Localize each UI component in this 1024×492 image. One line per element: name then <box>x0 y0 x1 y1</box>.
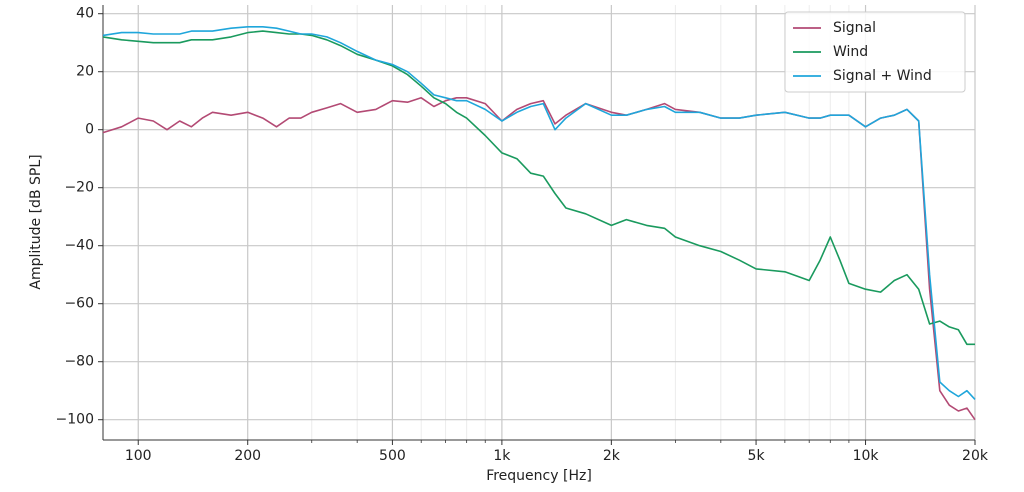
x-axis-label: Frequency [Hz] <box>486 468 592 484</box>
y-tick-label: −100 <box>56 412 94 428</box>
y-tick-label: 20 <box>76 64 94 80</box>
x-tick-label: 10k <box>853 448 880 464</box>
y-tick-label: 0 <box>85 122 94 138</box>
x-tick-label: 5k <box>748 448 766 464</box>
y-tick-label: 40 <box>76 6 94 22</box>
y-tick-label: −20 <box>64 180 94 196</box>
x-tick-label: 1k <box>493 448 511 464</box>
x-tick-label: 2k <box>603 448 621 464</box>
legend-box <box>784 11 966 93</box>
x-tick-label: 20k <box>962 448 989 464</box>
y-tick-label: −80 <box>64 354 94 370</box>
y-tick-label: −40 <box>64 238 94 254</box>
x-tick-label: 200 <box>234 448 261 464</box>
y-tick-label: −60 <box>64 296 94 312</box>
y-axis-label: Amplitude [dB SPL] <box>28 154 44 289</box>
series-line <box>102 97 976 421</box>
legend-label: Wind <box>833 44 868 60</box>
series-line <box>102 26 976 400</box>
series-line <box>102 30 975 346</box>
x-tick-label: 100 <box>125 448 152 464</box>
legend-label: Signal + Wind <box>833 68 932 84</box>
legend-label: Signal <box>833 20 876 36</box>
legend: Signal Wind Signal + Wind <box>784 11 966 93</box>
x-tick-label: 500 <box>379 448 406 464</box>
